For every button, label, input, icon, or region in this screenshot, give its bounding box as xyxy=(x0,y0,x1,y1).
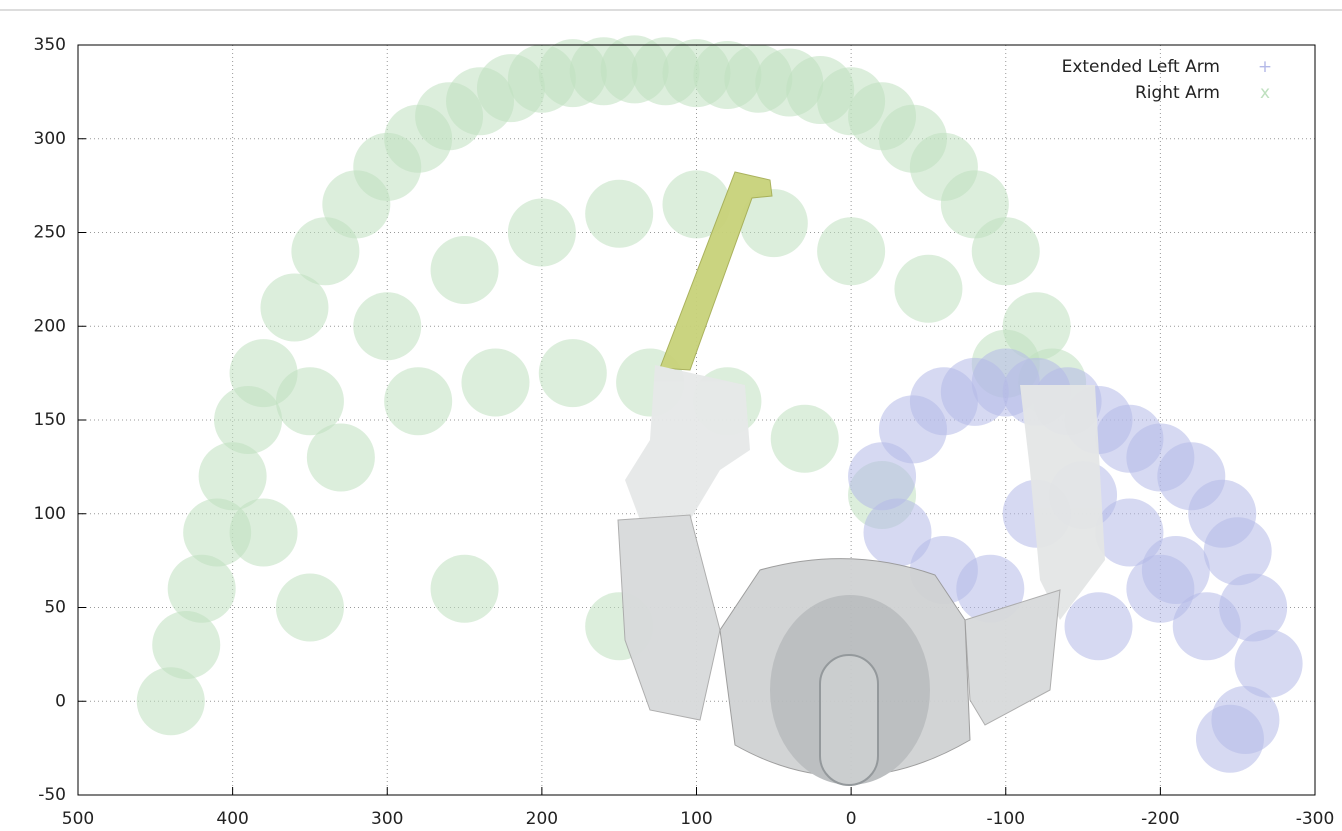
y-tick-label: 350 xyxy=(34,35,66,55)
y-tick-label: 50 xyxy=(44,598,66,618)
point xyxy=(431,236,499,304)
point xyxy=(817,217,885,285)
point xyxy=(461,349,529,417)
point xyxy=(431,555,499,623)
point xyxy=(1065,592,1133,660)
x-tick-label: -300 xyxy=(1296,809,1335,829)
point xyxy=(230,499,298,567)
y-tick-label: 200 xyxy=(34,316,66,336)
y-tick-label: 300 xyxy=(34,129,66,149)
y-tick-label: 150 xyxy=(34,410,66,430)
x-tick-label: 400 xyxy=(216,809,248,829)
y-tick-label: 250 xyxy=(34,223,66,243)
x-tick-label: 200 xyxy=(526,809,558,829)
legend-label: Right Arm xyxy=(1135,83,1220,103)
x-tick-label: 100 xyxy=(680,809,712,829)
y-tick-label: -50 xyxy=(38,785,66,805)
point xyxy=(276,574,344,642)
x-tick-label: 300 xyxy=(371,809,403,829)
x-tick-label: 0 xyxy=(846,809,857,829)
point xyxy=(771,405,839,473)
point xyxy=(307,424,375,492)
x-tick-label: 500 xyxy=(62,809,94,829)
visor xyxy=(820,655,878,785)
legend: Extended Left Arm + Right Arm x xyxy=(1062,57,1273,103)
left-upper-arm xyxy=(618,515,720,720)
point xyxy=(1126,555,1194,623)
point xyxy=(972,217,1040,285)
y-tick-label: 0 xyxy=(55,691,66,711)
point xyxy=(384,367,452,435)
point xyxy=(585,180,653,248)
y-tick-label: 100 xyxy=(34,504,66,524)
legend-marker: x xyxy=(1260,83,1270,103)
x-tick-label: -100 xyxy=(986,809,1025,829)
point xyxy=(508,199,576,267)
point xyxy=(353,292,421,360)
point xyxy=(539,339,607,407)
legend-label: Extended Left Arm xyxy=(1062,57,1220,77)
chart: 500 400 300 200 100 0 -100 -200 -300 -50 0 50 100 150… xyxy=(0,0,1342,831)
point xyxy=(894,255,962,323)
point xyxy=(1196,705,1264,773)
x-tick-label: -200 xyxy=(1141,809,1180,829)
legend-marker: + xyxy=(1258,57,1272,77)
